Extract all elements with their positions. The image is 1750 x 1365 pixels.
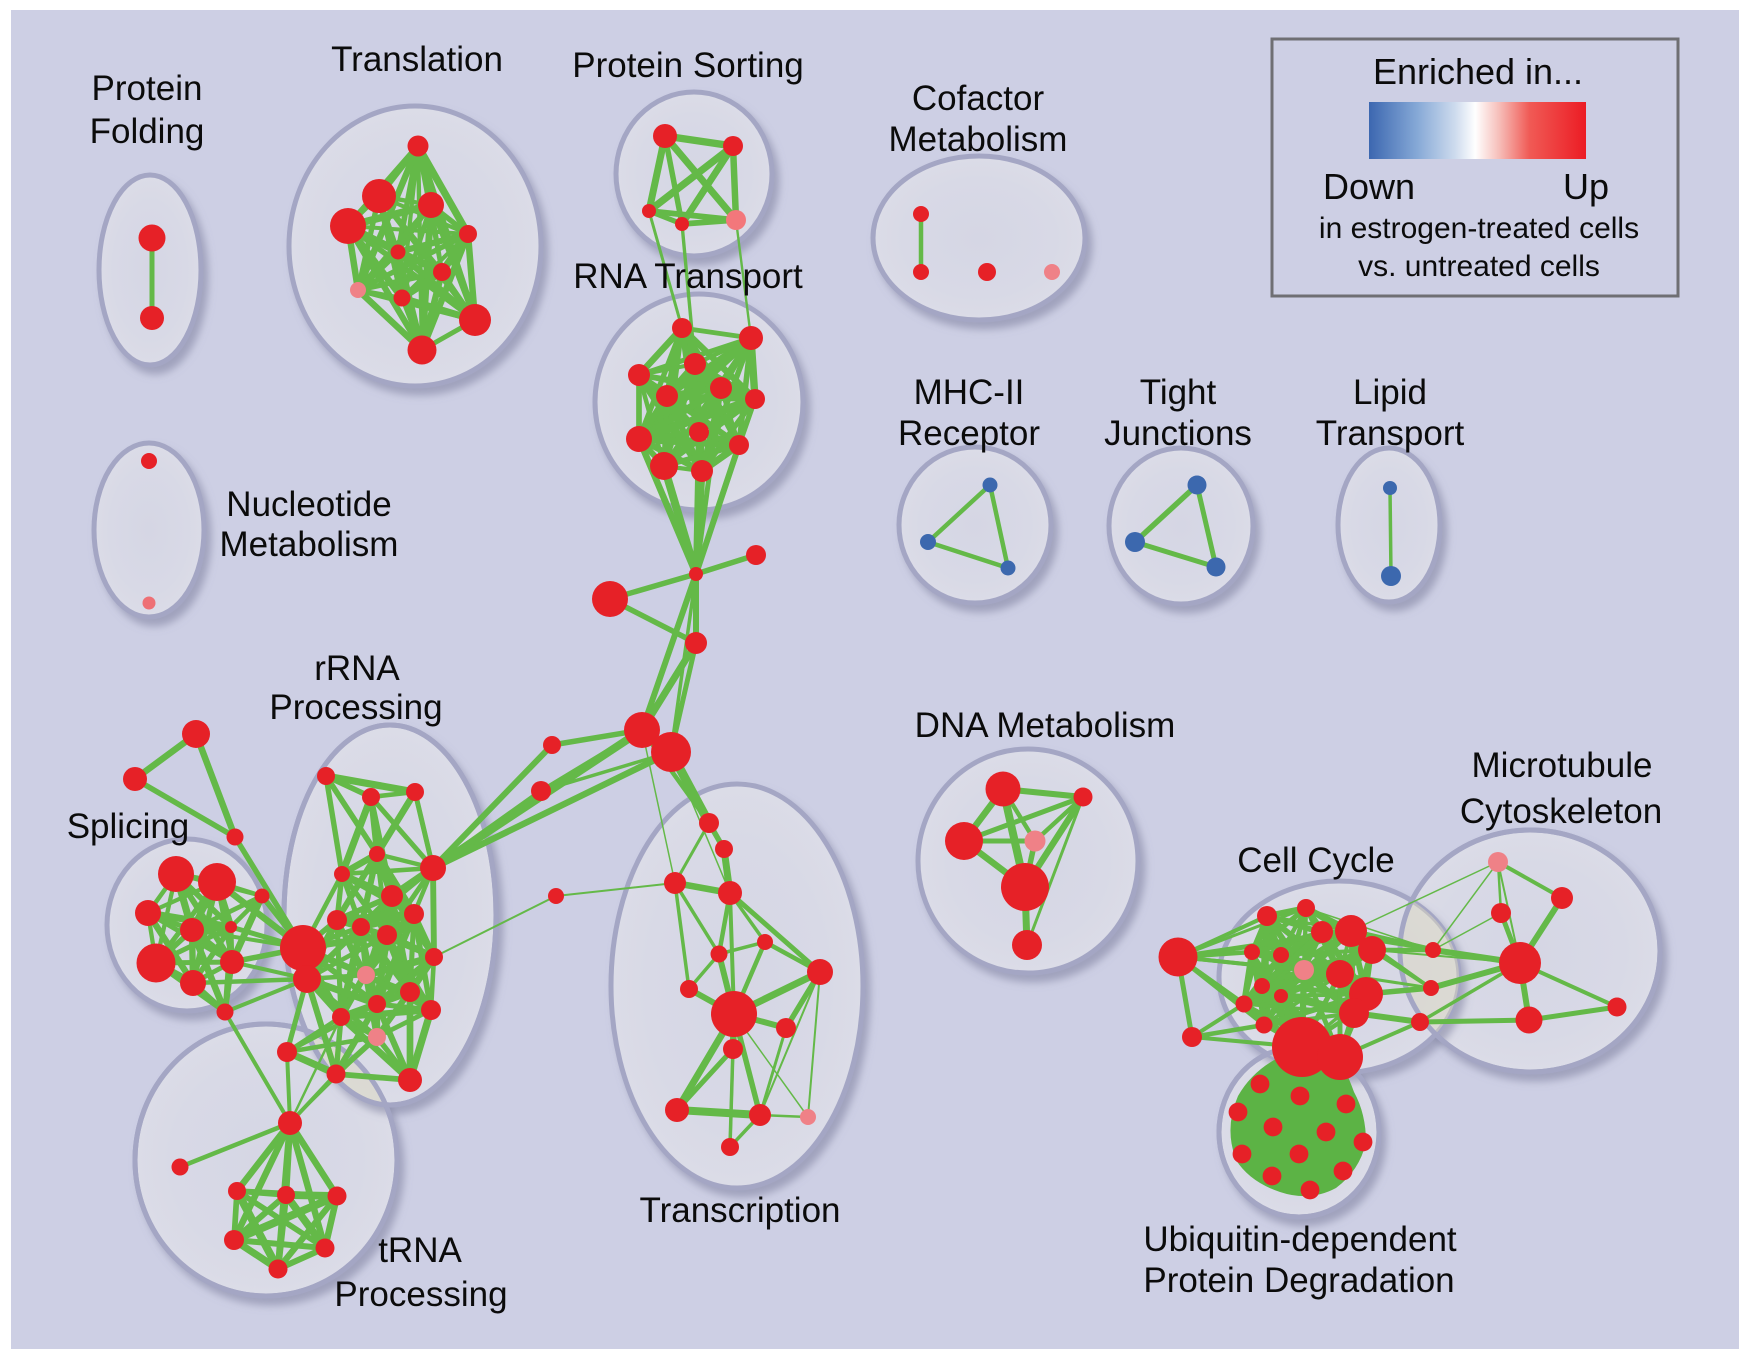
svg-text:Enriched in...: Enriched in... bbox=[1373, 51, 1583, 92]
svg-text:Tight: Tight bbox=[1140, 373, 1217, 412]
svg-text:Protein Degradation: Protein Degradation bbox=[1143, 1261, 1454, 1300]
svg-text:Cell Cycle: Cell Cycle bbox=[1237, 841, 1395, 880]
svg-text:Microtubule: Microtubule bbox=[1472, 746, 1653, 785]
svg-text:Cytoskeleton: Cytoskeleton bbox=[1460, 792, 1662, 831]
svg-text:DNA Metabolism: DNA Metabolism bbox=[915, 706, 1176, 745]
svg-text:Metabolism: Metabolism bbox=[220, 525, 399, 564]
svg-text:Folding: Folding bbox=[90, 112, 205, 151]
svg-text:MHC-II: MHC-II bbox=[914, 373, 1025, 412]
svg-text:Transcription: Transcription bbox=[640, 1191, 841, 1230]
svg-text:Junctions: Junctions bbox=[1104, 414, 1252, 453]
svg-text:Nucleotide: Nucleotide bbox=[226, 485, 391, 524]
svg-text:rRNA: rRNA bbox=[314, 649, 400, 688]
svg-text:tRNA: tRNA bbox=[378, 1231, 462, 1270]
svg-text:Lipid: Lipid bbox=[1353, 373, 1427, 412]
svg-text:Splicing: Splicing bbox=[67, 807, 190, 846]
svg-text:Metabolism: Metabolism bbox=[889, 120, 1068, 159]
svg-text:Protein Sorting: Protein Sorting bbox=[572, 46, 804, 85]
svg-text:Processing: Processing bbox=[269, 688, 442, 727]
svg-text:Processing: Processing bbox=[334, 1275, 507, 1314]
svg-text:Transport: Transport bbox=[1316, 414, 1465, 453]
svg-text:Protein: Protein bbox=[92, 69, 203, 108]
svg-text:RNA Transport: RNA Transport bbox=[573, 257, 803, 296]
svg-text:Translation: Translation bbox=[331, 40, 503, 79]
svg-text:in estrogen-treated cells: in estrogen-treated cells bbox=[1319, 212, 1639, 245]
svg-text:Ubiquitin-dependent: Ubiquitin-dependent bbox=[1143, 1220, 1457, 1259]
svg-text:Cofactor: Cofactor bbox=[912, 79, 1045, 118]
svg-text:Receptor: Receptor bbox=[898, 414, 1040, 453]
svg-text:vs. untreated cells: vs. untreated cells bbox=[1358, 250, 1600, 283]
svg-text:Down: Down bbox=[1323, 166, 1415, 207]
svg-text:Up: Up bbox=[1563, 166, 1609, 207]
